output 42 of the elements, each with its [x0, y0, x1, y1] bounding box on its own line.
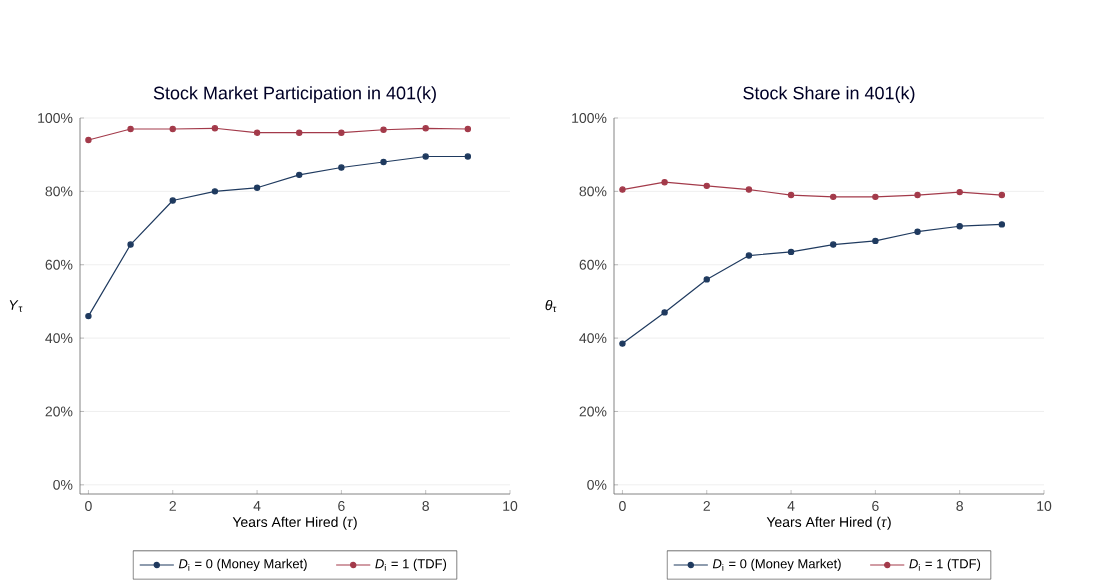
point — [619, 340, 626, 347]
point — [464, 153, 472, 160]
point — [998, 192, 1006, 199]
point — [872, 193, 879, 201]
point — [956, 223, 963, 230]
point — [169, 126, 176, 133]
point — [914, 192, 921, 199]
point — [464, 126, 472, 133]
point — [619, 186, 626, 193]
point — [830, 193, 837, 201]
point — [380, 159, 387, 166]
point — [253, 129, 261, 137]
point — [745, 252, 753, 259]
point — [338, 129, 345, 137]
point — [211, 188, 219, 195]
point — [85, 313, 92, 320]
point — [338, 164, 345, 171]
point — [127, 126, 134, 133]
chart-title: Stock Share in 401(k) — [743, 86, 915, 104]
point — [253, 184, 261, 192]
point — [872, 237, 879, 245]
point — [422, 125, 429, 132]
point — [296, 171, 303, 179]
point — [914, 228, 921, 236]
point — [127, 241, 134, 248]
point — [787, 248, 795, 256]
point — [211, 125, 219, 132]
point — [703, 182, 710, 190]
point — [422, 153, 429, 160]
point — [296, 129, 303, 137]
point — [745, 186, 753, 193]
point — [661, 309, 668, 316]
point — [998, 221, 1006, 228]
point — [956, 189, 963, 196]
point — [661, 179, 668, 186]
point — [85, 137, 92, 144]
point — [787, 192, 795, 199]
point — [169, 197, 176, 204]
point — [830, 241, 837, 248]
chart-title: Stock Market Participation in 401(k) — [153, 86, 436, 104]
point — [703, 276, 710, 283]
point — [380, 126, 387, 134]
